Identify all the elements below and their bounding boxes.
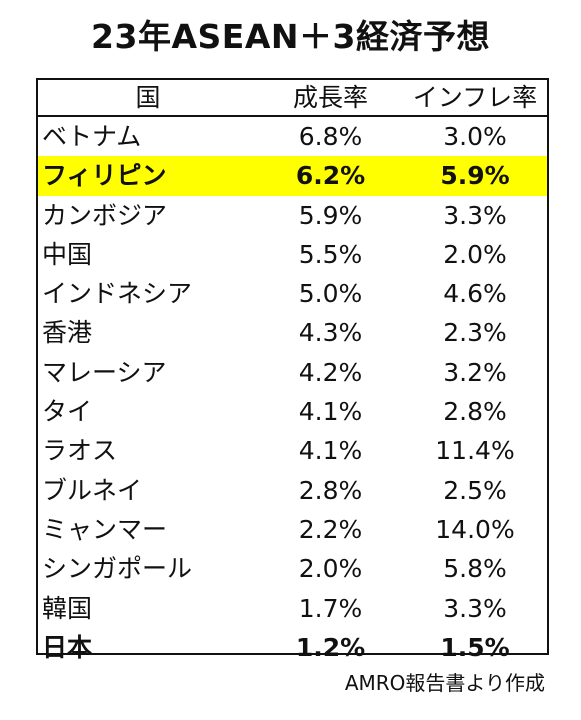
cell-inflation: 4.6%: [443, 279, 507, 309]
cell-inflation: 5.9%: [440, 161, 510, 191]
cell-country: インドネシア: [42, 279, 193, 309]
table-row: ブルネイ 2.8% 2.5%: [38, 471, 547, 510]
table-row: ミャンマー 2.2% 14.0%: [38, 510, 547, 549]
cell-country: 日本: [42, 632, 93, 662]
cell-inflation: 2.8%: [443, 397, 507, 427]
cell-country: 香港: [42, 318, 93, 348]
table-row: ラオス 4.1% 11.4%: [38, 431, 547, 470]
cell-growth: 5.9%: [298, 200, 363, 230]
cell-inflation: 3.0%: [443, 122, 507, 151]
cell-country: ベトナム: [42, 122, 142, 151]
cell-country: シンガポール: [42, 554, 193, 584]
cell-inflation: 3.2%: [443, 357, 507, 387]
cell-growth: 2.0%: [298, 554, 363, 584]
table-header: 国 成長率 インフレ率: [38, 80, 547, 117]
cell-growth: 4.1%: [298, 397, 363, 427]
source-note: AMRO報告書より作成: [344, 671, 545, 695]
cell-country: 中国: [42, 239, 93, 269]
table-row: 日本 1.2% 1.5%: [38, 628, 547, 667]
table-row: フィリピン 6.2% 5.9%: [38, 156, 547, 196]
table-body: ベトナム 6.8% 3.0% フィリピン 6.2% 5.9% カンボジア 5.9…: [38, 117, 547, 667]
cell-country: ブルネイ: [42, 475, 143, 505]
table-row: 韓国 1.7% 3.3%: [38, 589, 547, 628]
cell-inflation: 3.3%: [443, 593, 507, 623]
cell-growth: 4.2%: [298, 357, 363, 387]
header-inflation: インフレ率: [412, 83, 538, 112]
page-title: 23年ASEAN＋3経済予想: [91, 17, 490, 56]
cell-growth: 2.2%: [298, 514, 363, 544]
cell-country: 韓国: [42, 593, 93, 623]
cell-growth: 1.2%: [295, 632, 366, 662]
cell-country: タイ: [42, 397, 93, 427]
table-row: カンボジア 5.9% 3.3%: [38, 196, 547, 235]
table-row: 中国 5.5% 2.0%: [38, 235, 547, 274]
table-row: 香港 4.3% 2.3%: [38, 313, 547, 352]
cell-growth: 6.8%: [298, 122, 363, 151]
cell-growth: 4.1%: [298, 436, 363, 466]
table-row: ベトナム 6.8% 3.0%: [38, 117, 547, 156]
cell-growth: 5.0%: [298, 279, 363, 309]
table-row: シンガポール 2.0% 5.8%: [38, 549, 547, 588]
cell-inflation: 2.5%: [443, 475, 507, 505]
table-row: タイ 4.1% 2.8%: [38, 392, 547, 431]
header-growth: 成長率: [292, 83, 368, 112]
cell-inflation: 2.3%: [443, 318, 507, 348]
cell-country: ミャンマー: [42, 514, 168, 544]
cell-growth: 6.2%: [295, 161, 366, 191]
header-country: 国: [135, 83, 161, 112]
cell-inflation: 11.4%: [435, 436, 515, 466]
cell-inflation: 1.5%: [440, 632, 510, 662]
cell-growth: 4.3%: [298, 318, 363, 348]
forecast-table: 国 成長率 インフレ率 ベトナム 6.8% 3.0% フィリピン 6.2% 5.…: [36, 78, 549, 662]
cell-country: ラオス: [42, 436, 118, 466]
cell-inflation: 14.0%: [435, 514, 515, 544]
cell-inflation: 2.0%: [443, 239, 507, 269]
cell-growth: 5.5%: [298, 239, 363, 269]
table-row: マレーシア 4.2% 3.2%: [38, 353, 547, 392]
cell-country: マレーシア: [42, 357, 167, 387]
cell-inflation: 5.8%: [443, 554, 507, 584]
cell-growth: 2.8%: [298, 475, 363, 505]
cell-country: カンボジア: [42, 200, 168, 230]
cell-inflation: 3.3%: [443, 200, 507, 230]
cell-country: フィリピン: [42, 161, 167, 191]
cell-growth: 1.7%: [298, 593, 363, 623]
table-row: インドネシア 5.0% 4.6%: [38, 274, 547, 313]
